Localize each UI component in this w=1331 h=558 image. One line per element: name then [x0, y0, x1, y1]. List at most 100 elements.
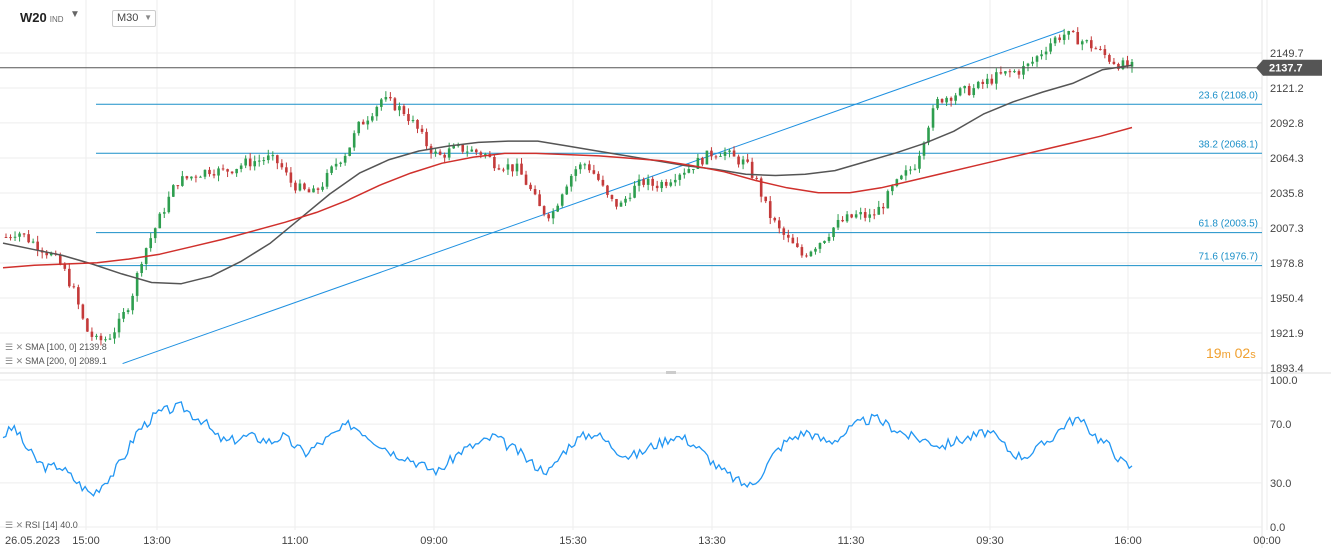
- candle-body: [370, 116, 374, 121]
- candle-body: [1053, 37, 1057, 44]
- candle-body: [149, 238, 153, 249]
- candle-body: [72, 286, 76, 288]
- candle-body: [262, 160, 266, 162]
- sma200-legend[interactable]: ☰ ✕ SMA [200, 0] 2089.1: [5, 356, 107, 367]
- rsi-tick-label: 100.0: [1270, 375, 1298, 387]
- timer-minutes: 19: [1206, 345, 1222, 361]
- settings-icon[interactable]: ☰ ✕: [5, 342, 24, 352]
- candle-body: [158, 213, 162, 229]
- candle-body: [294, 182, 297, 191]
- time-axis[interactable]: 26.05.2023 15:00 13:00 11:00 09:00 15:30 13:30…: [5, 535, 1281, 547]
- candle-body: [868, 214, 872, 218]
- candle-body: [13, 236, 17, 238]
- candle-body: [692, 169, 695, 171]
- price-tick-label: 1978.8: [1270, 258, 1304, 270]
- candle-body: [940, 99, 944, 103]
- candle-body: [520, 163, 523, 175]
- candle-body: [1004, 71, 1007, 74]
- price-tick-label: 2149.7: [1270, 48, 1304, 60]
- trendline[interactable]: [122, 30, 1065, 365]
- candle-body: [108, 338, 112, 340]
- settings-icon[interactable]: ☰ ✕: [5, 520, 24, 530]
- candle-body: [380, 99, 383, 107]
- candle-body: [167, 196, 171, 213]
- price-tick-label: 2121.2: [1270, 83, 1304, 95]
- candle-body: [814, 248, 817, 252]
- candle-body: [1067, 31, 1070, 35]
- timeframe-value: M30: [117, 12, 139, 24]
- candle-body: [529, 184, 532, 190]
- candle-body: [190, 176, 193, 179]
- candle-body: [1058, 37, 1061, 41]
- symbol-dropdown-icon[interactable]: ▼: [70, 9, 80, 20]
- moving-averages: [2, 64, 1133, 285]
- candle-body: [1017, 71, 1021, 75]
- candle-body: [312, 188, 315, 193]
- candle-body: [58, 254, 62, 265]
- rsi-legend[interactable]: ☰ ✕ RSI [14] 40.0: [5, 520, 78, 531]
- candle-body: [723, 151, 727, 156]
- candle-body: [45, 252, 48, 256]
- candle-body: [619, 202, 623, 207]
- timeframe-select[interactable]: M30 ▼: [112, 10, 156, 27]
- settings-icon[interactable]: ☰ ✕: [5, 356, 24, 366]
- price-tick-label: 2035.8: [1270, 188, 1304, 200]
- candle-body: [461, 144, 465, 152]
- panel-resize-handle: [666, 371, 676, 374]
- time-tick-label: 15:00: [72, 535, 100, 547]
- candle-body: [710, 150, 713, 157]
- candle-body: [117, 318, 121, 333]
- candle-body: [628, 197, 632, 199]
- candle-body: [276, 155, 279, 164]
- candle-body: [705, 150, 709, 165]
- candle-body: [750, 161, 754, 178]
- time-tick-label: 09:30: [976, 535, 1004, 547]
- price-tick-label: 2092.8: [1270, 118, 1304, 130]
- candle-body: [257, 160, 261, 162]
- candle-body: [438, 151, 442, 155]
- candle-body: [800, 247, 804, 256]
- symbol-title[interactable]: W20 IND: [20, 10, 64, 25]
- sma100-legend[interactable]: ☰ ✕ SMA [100, 0] 2139.8: [5, 342, 107, 353]
- candle-body: [759, 178, 763, 197]
- candle-body: [909, 169, 912, 171]
- candle-body: [407, 114, 410, 122]
- candle-body: [782, 228, 786, 235]
- rsi-label: RSI: [25, 520, 41, 530]
- candle-body: [597, 173, 600, 180]
- time-tick-label: 26.05.2023: [5, 535, 60, 547]
- candle-body: [429, 146, 433, 154]
- candle-body: [583, 164, 587, 166]
- candle-body: [551, 211, 555, 219]
- candle-body: [402, 106, 406, 115]
- price-tick-label: 2007.3: [1270, 223, 1304, 235]
- price-axis[interactable]: 2149.7 2121.2 2092.8 2064.3 2035.8 2007.3 1978…: [1270, 48, 1304, 375]
- candle-body: [384, 97, 388, 100]
- candle-body: [976, 81, 980, 89]
- candle-body: [280, 163, 284, 168]
- candle-body: [515, 163, 519, 172]
- chevron-down-icon: ▼: [144, 13, 152, 22]
- candle-body: [863, 212, 867, 218]
- candle-body: [289, 172, 293, 183]
- candle-body: [307, 189, 311, 193]
- candle-body: [1044, 51, 1048, 55]
- sma200-value: 2089.1: [79, 356, 107, 366]
- candle-body: [90, 331, 94, 337]
- candle-body: [352, 133, 356, 148]
- candle-body: [1099, 48, 1102, 50]
- candle-body: [872, 214, 876, 216]
- timer-seconds: 02: [1234, 345, 1251, 361]
- candle-countdown: 19m 02s: [1206, 345, 1256, 361]
- candle-body: [732, 150, 736, 157]
- candle-body: [949, 97, 953, 101]
- candle-body: [511, 164, 514, 172]
- fib-level-label: 61.8 (2003.5): [1199, 219, 1259, 230]
- candle-body: [741, 159, 745, 165]
- candle-body: [36, 241, 39, 251]
- candle-body: [601, 179, 605, 186]
- candle-body: [135, 273, 139, 296]
- candle-body: [818, 243, 822, 249]
- candle-body: [755, 177, 758, 179]
